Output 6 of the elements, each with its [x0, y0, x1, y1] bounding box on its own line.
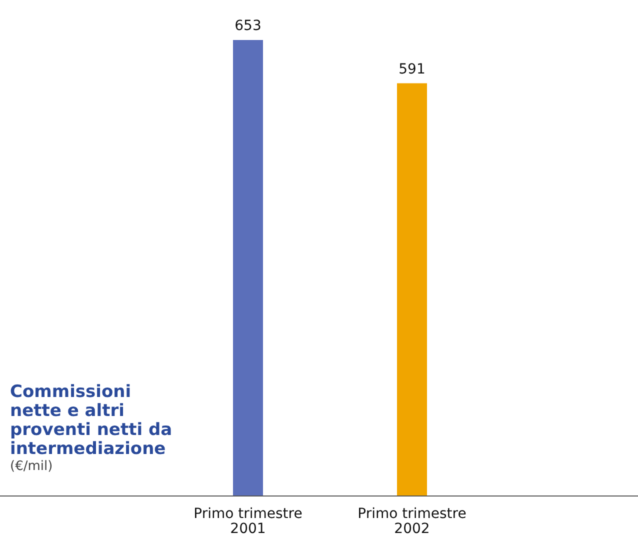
text: (€/mil)	[10, 459, 54, 474]
data-label: 591	[398, 61, 426, 78]
x-tick-label: Primo trimestre 2002	[358, 506, 466, 537]
text: Commissioni nette e altri proventi netti da intermediazione	[10, 382, 174, 459]
data-label: 653	[234, 18, 262, 34]
x-tick-label: Primo trimestre 2001	[194, 506, 302, 537]
